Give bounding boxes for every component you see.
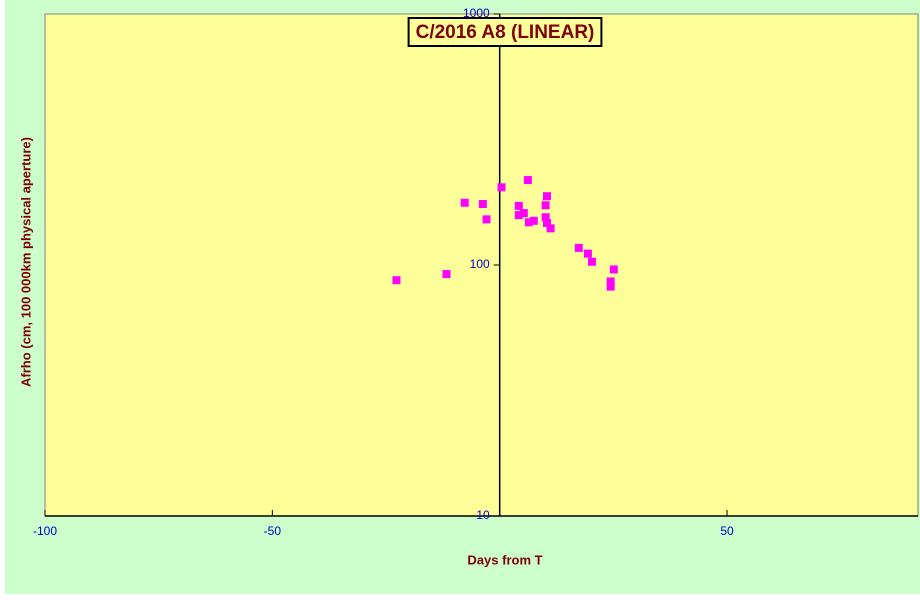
- y-tick-label: 100: [470, 257, 490, 271]
- data-point: [523, 176, 532, 185]
- data-point: [514, 201, 523, 210]
- data-point: [442, 270, 451, 279]
- data-point: [519, 209, 528, 218]
- data-point: [583, 249, 592, 258]
- data-point: [546, 224, 555, 233]
- title-box: [407, 17, 603, 47]
- plot-area: [44, 13, 919, 517]
- data-point: [529, 216, 538, 225]
- data-point: [609, 265, 618, 274]
- data-point: [482, 215, 491, 224]
- data-point: [524, 218, 533, 227]
- data-point: [542, 192, 551, 201]
- y-tick-label: 10: [476, 508, 490, 522]
- x-tick-label: -100: [33, 524, 57, 538]
- x-axis-label: Days from T: [467, 552, 542, 567]
- data-point: [542, 219, 551, 228]
- data-point: [497, 183, 506, 192]
- data-point: [606, 277, 615, 286]
- data-point: [392, 276, 401, 285]
- x-tick-label: -50: [264, 524, 282, 538]
- x-tick-label: 50: [720, 524, 734, 538]
- y-axis-label: Afrho (cm, 100 000km physical aperture): [18, 137, 33, 387]
- data-point: [587, 257, 596, 266]
- data-point: [460, 198, 469, 207]
- data-point: [606, 282, 615, 291]
- data-point: [514, 211, 523, 220]
- chart-title: C/2016 A8 (LINEAR): [416, 22, 595, 43]
- data-point: [478, 199, 487, 208]
- y-tick-label: 1000: [463, 6, 490, 20]
- data-point: [574, 243, 583, 252]
- data-point: [541, 213, 550, 222]
- data-point: [541, 201, 550, 210]
